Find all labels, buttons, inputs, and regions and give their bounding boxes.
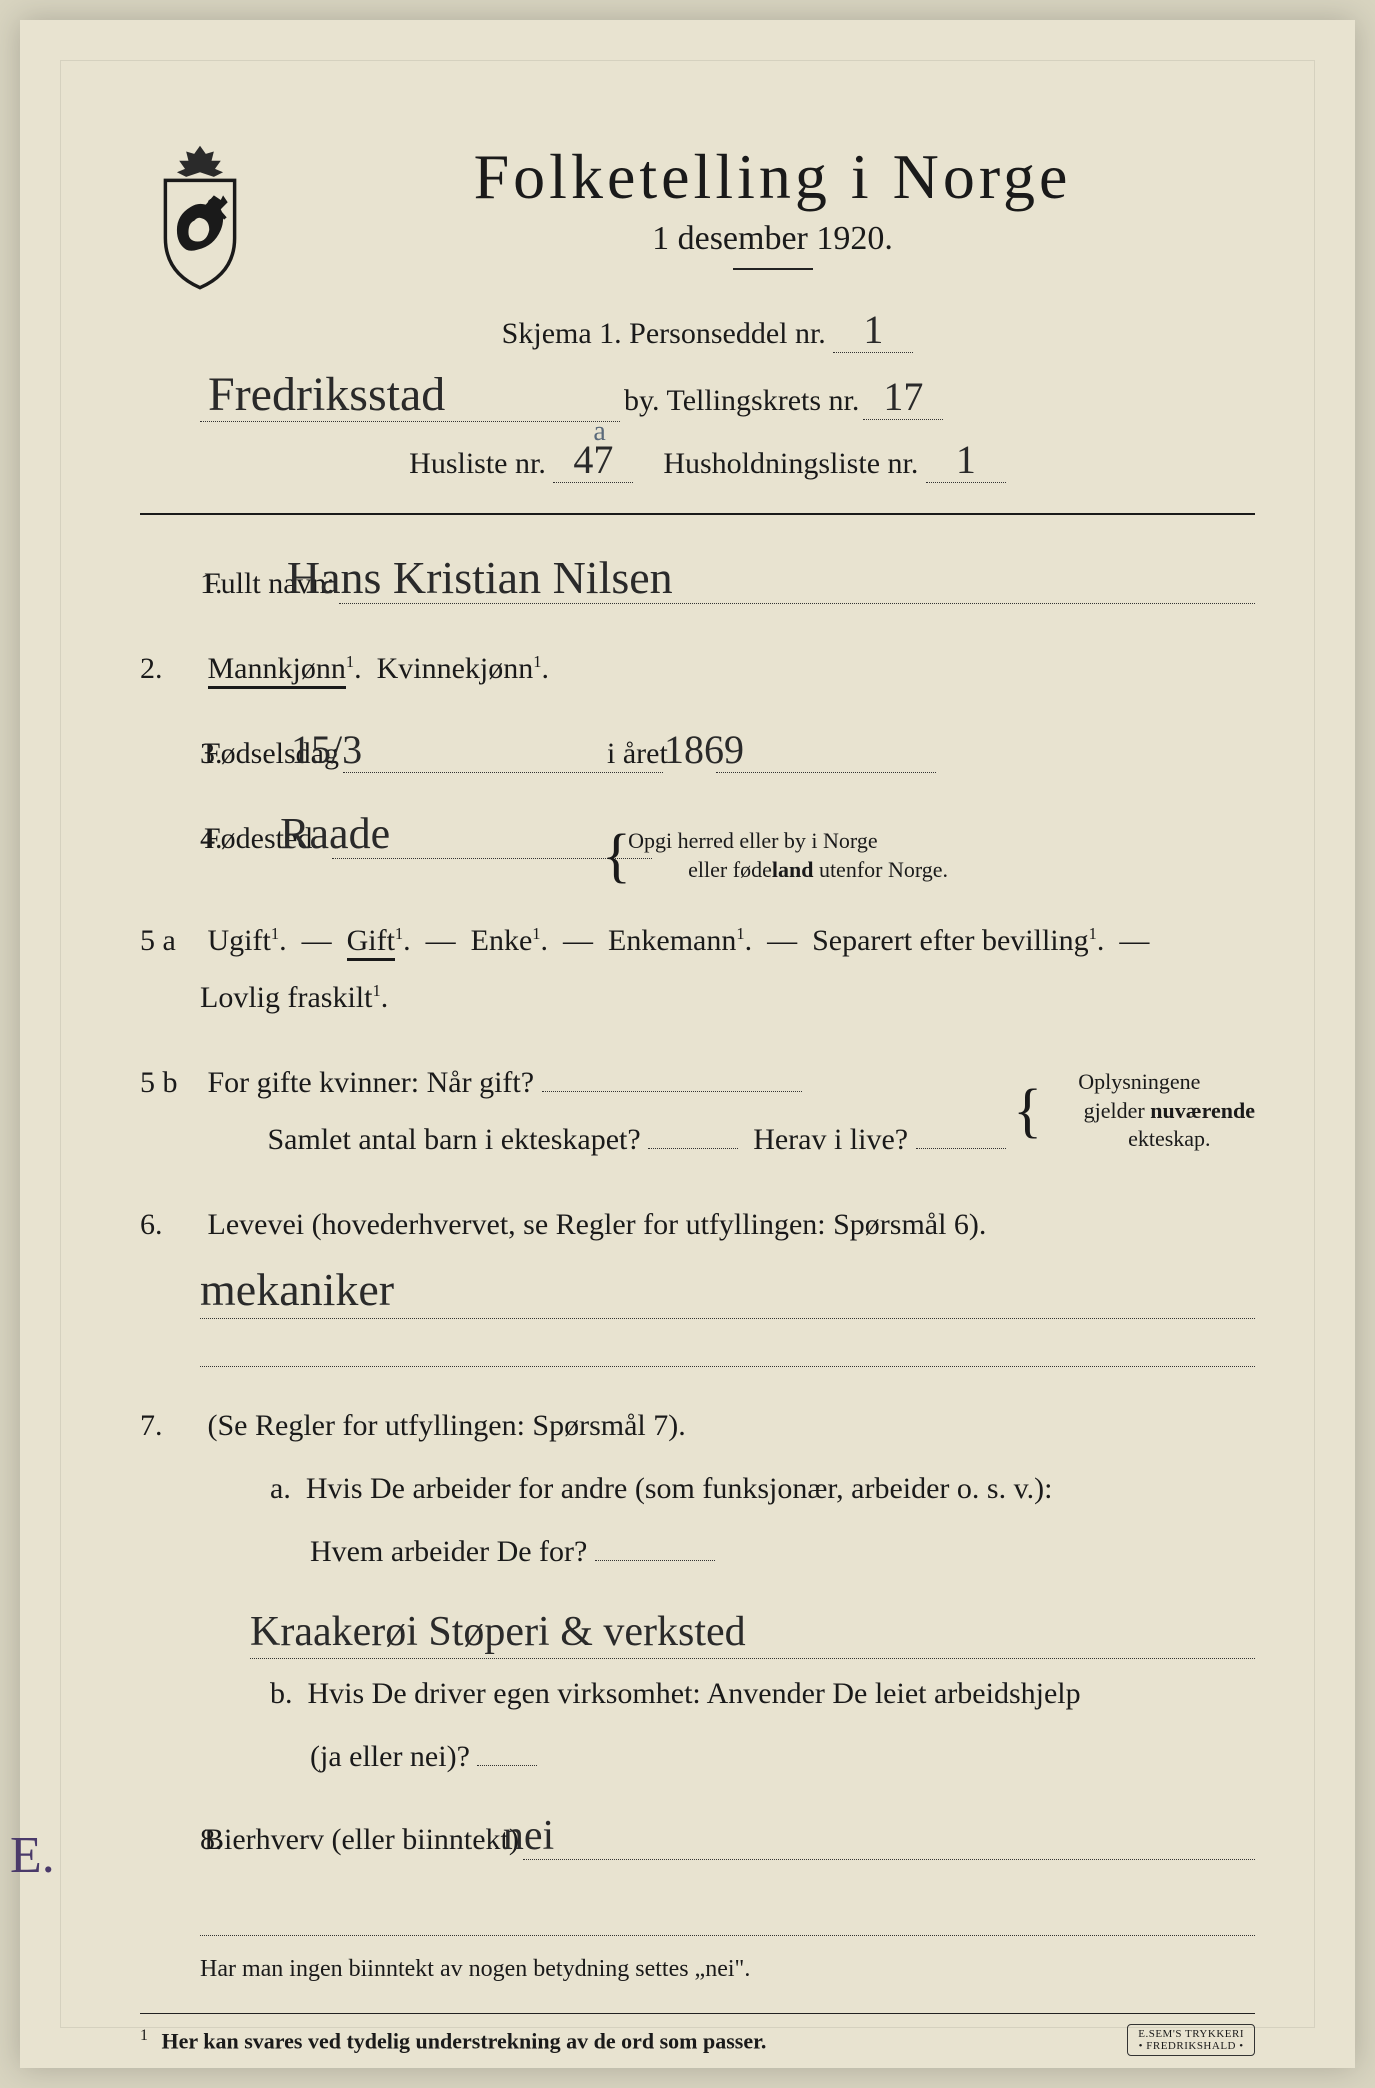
footnote-text-wrap: 1 Her kan svares ved tydelig understrekn… [140,2027,766,2054]
q5a-separert: Separert efter bevilling [812,924,1089,957]
q6-value: mekaniker [200,1263,1255,1319]
q7b-line2: (ja eller nei)? [200,1728,1255,1785]
q8-value: nei [523,1815,1255,1860]
q5b-fill1 [542,1089,802,1092]
q5a-enkemann: Enkemann [608,924,736,957]
meta-block: Skjema 1. Personseddel nr. 1 Fredrikssta… [200,310,1215,483]
q3: 3. Fødselsdag 15/3 i året 1869 [140,725,1255,782]
stamp-l1: E.SEM'S TRYKKERI [1138,2028,1244,2040]
q7a-label2: Hvem arbeider De for? [310,1535,587,1568]
q4-note: Opgi herred eller by i Norge eller fødel… [676,827,948,884]
tellingskrets-nr: 17 [863,377,943,420]
q2-kvinne: Kvinnekjønn [377,652,534,685]
q5b: 5 b For gifte kvinner: Når gift? Samlet … [140,1054,1255,1168]
q7-label: (Se Regler for utfyllingen: Spørsmål 7). [208,1409,686,1442]
q5b-fill3 [916,1146,1006,1149]
q1-value: Hans Kristian Nilsen [339,555,1255,604]
footnote-marker: 1 [140,2027,148,2044]
q5b-label3: Herav i live? [753,1123,908,1156]
q2-num: 2. [140,640,200,697]
q5b-note-l1: Oplysningene [1078,1069,1200,1094]
q7b-label2: (ja eller nei)? [310,1740,470,1773]
q2-mann: Mannkjønn [208,652,346,689]
q8-note: Har man ingen biinntekt av nogen betydni… [200,1956,1255,1983]
q5a-gift: Gift [347,924,395,961]
q7b-line1: b. Hvis De driver egen virksomhet: Anven… [200,1665,1255,1722]
q2: 2. Mannkjønn1. Kvinnekjønn1. [140,640,1255,697]
q8-label: Bierhverv (eller biinntekt) [264,1811,519,1868]
q1: 1. Fullt navn: Hans Kristian Nilsen [140,555,1255,612]
by-label: by. Tellingskrets nr. [624,384,859,418]
personseddel-nr: 1 [833,310,913,353]
q5b-num: 5 b [140,1054,200,1111]
q7a-line2: Hvem arbeider De for? [200,1523,1255,1580]
q8: E. 8. Bierhverv (eller biinntekt) nei [140,1811,1255,1868]
husliste-label: Husliste nr. [409,447,546,480]
meta-line-by: Fredriksstad by. Tellingskrets nr. 17 [200,371,1215,422]
footnote: 1 Her kan svares ved tydelig understrekn… [140,2013,1255,2056]
q5b-note-l2a: gjelder [1084,1098,1151,1123]
title-block: Folketelling i Norge 1 desember 1920. [290,140,1255,300]
census-form-page: Folketelling i Norge 1 desember 1920. Sk… [20,20,1355,2068]
main-title: Folketelling i Norge [290,140,1255,214]
q5a-ugift: Ugift [208,924,271,957]
husliste-insert: a [593,418,605,446]
q5b-fill2 [648,1146,738,1149]
q5a-num: 5 a [140,912,200,969]
q7b-fill [477,1763,537,1766]
husholdning-label: Husholdningsliste nr. [663,447,918,480]
q5b-label2: Samlet antal barn i ekteskapet? [268,1123,641,1156]
q4-note-l2c: utenfor Norge. [813,857,948,882]
header: Folketelling i Norge 1 desember 1920. [140,140,1255,300]
q7b-label: Hvis De driver egen virksomhet: Anvender… [308,1677,1081,1710]
q7a-fill-short [595,1558,715,1561]
q8-empty-line [200,1896,1255,1936]
footnote-text: Her kan svares ved tydelig understreknin… [162,2028,767,2053]
q7b: b. Hvis De driver egen virksomhet: Anven… [140,1665,1255,1785]
q5b-note: Oplysningene gjelder nuværende ekteskap. [1072,1068,1255,1154]
q7a-label: Hvis De arbeider for andre (som funksjon… [306,1472,1053,1505]
q5a-enke: Enke [471,924,533,957]
q7a-value: Kraakerøi Støperi & verksted [250,1608,1255,1659]
q5a-fraskilt: Lovlig fraskilt [200,981,372,1014]
q6-label: Levevei (hovederhvervet, se Regler for u… [208,1208,987,1241]
q5b-label1: For gifte kvinner: Når gift? [208,1066,535,1099]
husliste-nr: 47 a [553,440,633,483]
stamp-l2: • FREDRIKSHALD • [1139,2040,1244,2052]
title-divider [733,268,813,270]
q4-note-l2a: eller føde [688,857,772,882]
q6-empty-line [200,1327,1255,1367]
q3-year: 1869 [716,730,936,773]
q6: 6. Levevei (hovederhvervet, se Regler fo… [140,1196,1255,1253]
q7-num: 7. [140,1397,200,1454]
q4-note-l2b: land [772,857,814,882]
printer-stamp: E.SEM'S TRYKKERI • FREDRIKSHALD • [1127,2024,1255,2056]
q7: 7. (Se Regler for utfyllingen: Spørsmål … [140,1397,1255,1580]
q4: 4. Fødested : Raade Opgi herred eller by… [140,810,1255,884]
coat-of-arms-icon [140,140,260,290]
q5b-note-l2b: nuværende [1150,1098,1255,1123]
meta-line-husliste: Husliste nr. 47 a Husholdningsliste nr. … [200,440,1215,483]
skjema-label: Skjema 1. Personseddel nr. [502,317,826,350]
q5a: 5 a Ugift1. — Gift1. — Enke1. — Enkemann… [140,912,1255,1026]
q4-note-l1: Opgi herred eller by i Norge [628,828,877,853]
q5b-note-l3: ekteskap. [1128,1126,1210,1151]
header-rule [140,513,1255,515]
by-name: Fredriksstad [200,371,620,422]
meta-line-skjema: Skjema 1. Personseddel nr. 1 [200,310,1215,353]
q7a: a. Hvis De arbeider for andre (som funks… [200,1460,1255,1517]
husholdning-nr: 1 [926,440,1006,483]
q6-num: 6. [140,1196,200,1253]
subtitle-date: 1 desember 1920. [290,220,1255,258]
